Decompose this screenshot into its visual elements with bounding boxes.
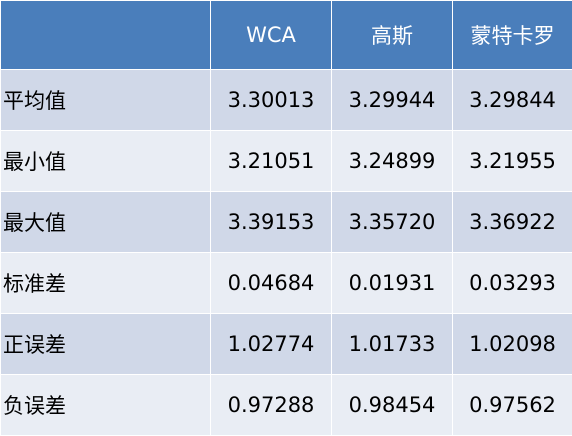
row-label-positive-error: 正误差 <box>1 314 211 375</box>
header-monte-carlo: 蒙特卡罗 <box>453 1 572 70</box>
cell-mean-gauss: 3.29944 <box>332 70 453 131</box>
table-row-min: 最小值 3.21051 3.24899 3.21955 <box>1 131 572 192</box>
row-label-min: 最小值 <box>1 131 211 192</box>
cell-min-monte-carlo: 3.21955 <box>453 131 572 192</box>
table-row-max: 最大值 3.39153 3.35720 3.36922 <box>1 192 572 253</box>
cell-stddev-monte-carlo: 0.03293 <box>453 253 572 314</box>
table-row-negative-error: 负误差 0.97288 0.98454 0.97562 <box>1 375 572 436</box>
table-row-stddev: 标准差 0.04684 0.01931 0.03293 <box>1 253 572 314</box>
cell-max-gauss: 3.35720 <box>332 192 453 253</box>
cell-max-monte-carlo: 3.36922 <box>453 192 572 253</box>
header-wca: WCA <box>211 1 332 70</box>
cell-negative-error-monte-carlo: 0.97562 <box>453 375 572 436</box>
row-label-negative-error: 负误差 <box>1 375 211 436</box>
cell-negative-error-gauss: 0.98454 <box>332 375 453 436</box>
header-corner-cell <box>1 1 211 70</box>
cell-stddev-gauss: 0.01931 <box>332 253 453 314</box>
cell-min-wca: 3.21051 <box>211 131 332 192</box>
cell-positive-error-wca: 1.02774 <box>211 314 332 375</box>
header-gauss: 高斯 <box>332 1 453 70</box>
table-row-mean: 平均值 3.30013 3.29944 3.29844 <box>1 70 572 131</box>
row-label-max: 最大值 <box>1 192 211 253</box>
cell-negative-error-wca: 0.97288 <box>211 375 332 436</box>
row-label-stddev: 标准差 <box>1 253 211 314</box>
cell-stddev-wca: 0.04684 <box>211 253 332 314</box>
cell-mean-monte-carlo: 3.29844 <box>453 70 572 131</box>
table-header-row: WCA 高斯 蒙特卡罗 <box>1 1 572 70</box>
cell-mean-wca: 3.30013 <box>211 70 332 131</box>
table-row-positive-error: 正误差 1.02774 1.01733 1.02098 <box>1 314 572 375</box>
cell-positive-error-gauss: 1.01733 <box>332 314 453 375</box>
cell-min-gauss: 3.24899 <box>332 131 453 192</box>
cell-max-wca: 3.39153 <box>211 192 332 253</box>
row-label-mean: 平均值 <box>1 70 211 131</box>
cell-positive-error-monte-carlo: 1.02098 <box>453 314 572 375</box>
